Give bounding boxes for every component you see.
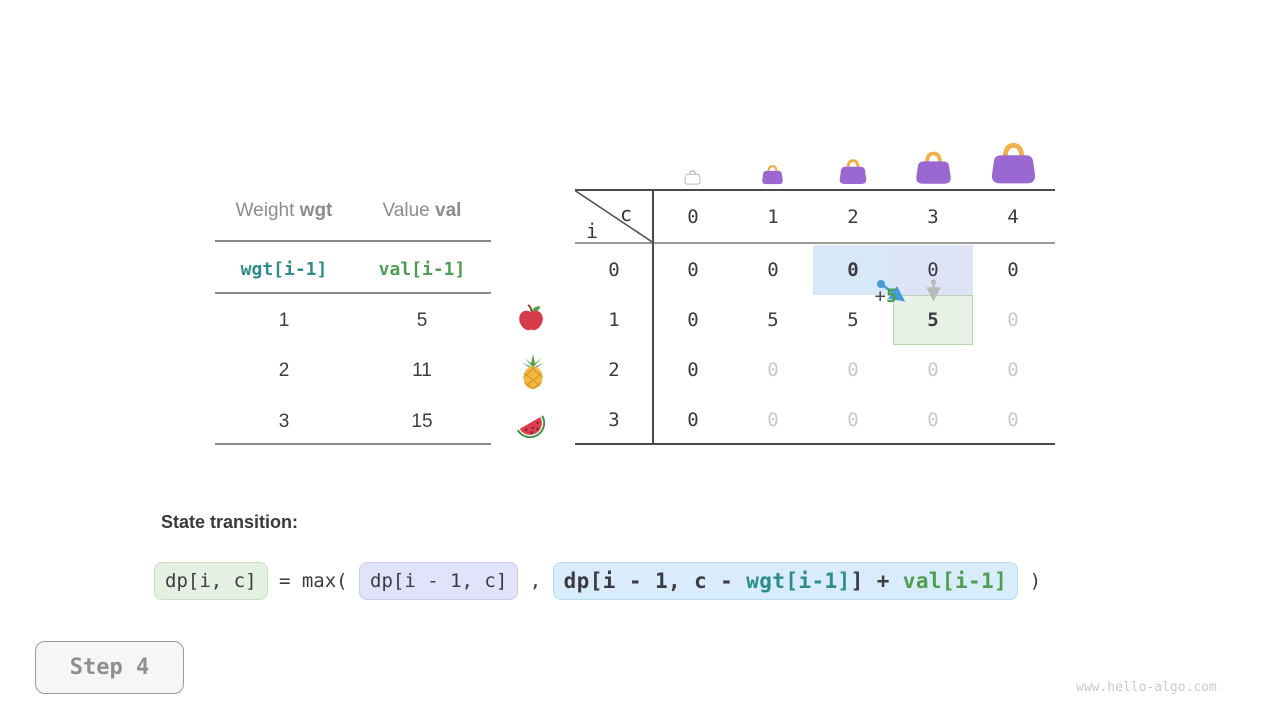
- dp-cell-2-3: 0: [927, 359, 939, 381]
- item1-value: 5: [416, 310, 428, 331]
- formula-option1-pill: dp[i - 1, c]: [359, 562, 519, 600]
- state-transition-heading: State transition:: [161, 512, 299, 532]
- dp-cell-1-2: 5: [847, 309, 859, 331]
- apple-icon: [519, 304, 543, 331]
- items-table-rule-top: [215, 240, 491, 242]
- value-header-label: Value: [382, 200, 436, 221]
- bag-empty-icon: [684, 170, 701, 185]
- items-table-rule-mid: [215, 292, 491, 294]
- dp-cell-3-4: 0: [1007, 409, 1019, 431]
- dp-cell-3-1: 0: [767, 409, 779, 431]
- col-header-2: 2: [847, 206, 859, 228]
- corner-row-label: i: [586, 219, 599, 243]
- watermark: www.hello-algo.com: [1076, 680, 1217, 695]
- state-transition-formula: dp[i, c] = max( dp[i - 1, c] , dp[i - 1,…: [154, 561, 1041, 601]
- bag-small-icon: [839, 159, 867, 184]
- dp-cell-3-0: 0: [687, 409, 699, 431]
- col-header-4: 4: [1007, 206, 1019, 228]
- weight-column-header: Weight wgt: [215, 200, 353, 222]
- dp-cell-grid: 0 0 0 0 0 0 5 5 5 0 0 0 0 0 0 0 0 0 0 0: [653, 245, 1053, 445]
- dp-cell-2-1: 0: [767, 359, 779, 381]
- dp-cell-1-4: 0: [1007, 309, 1019, 331]
- option2-wgt-term: wgt[i-1]: [746, 569, 851, 593]
- option2-prefix: dp[i - 1, c -: [563, 569, 747, 593]
- step-button[interactable]: Step 4: [35, 641, 184, 694]
- dp-cell-0-3: 0: [893, 245, 973, 295]
- dp-cell-1-0: 0: [687, 309, 699, 331]
- dp-table-rule-header: [575, 242, 1055, 244]
- item3-weight: 3: [278, 411, 290, 432]
- col-header-3: 3: [927, 206, 939, 228]
- corner-col-label: c: [620, 202, 633, 226]
- option2-val-term: val[i-1]: [902, 569, 1008, 593]
- dp-row-headers: 0 1 2 3: [575, 245, 653, 445]
- bag-tiny-icon: [762, 164, 783, 185]
- formula-equals-max: = max(: [267, 570, 360, 592]
- item2-value: 11: [412, 360, 432, 381]
- dp-cell-2-0: 0: [687, 359, 699, 381]
- dp-cell-0-4: 0: [1007, 259, 1019, 281]
- formula-comma: ,: [518, 570, 553, 592]
- col-header-0: 0: [687, 206, 699, 228]
- items-table-index-row: wgt[i-1] val[i-1]: [215, 259, 491, 280]
- row-header-0: 0: [608, 259, 620, 281]
- option2-bracket: ]: [850, 569, 864, 593]
- row-header-3: 3: [608, 409, 620, 431]
- dp-cell-3-3: 0: [927, 409, 939, 431]
- items-table-rule-bottom: [215, 443, 491, 445]
- wgt-index-expr: wgt[i-1]: [240, 259, 328, 280]
- add-value-annotation: +5: [875, 285, 898, 307]
- dp-cell-1-3: 5: [893, 295, 973, 345]
- dp-cell-2-2: 0: [847, 359, 859, 381]
- col-header-1: 1: [767, 206, 779, 228]
- bag-large-icon: [991, 142, 1036, 184]
- dp-cell-2-4: 0: [1007, 359, 1019, 381]
- dp-corner-diagonal: [575, 190, 653, 243]
- item3-value: 15: [411, 411, 433, 432]
- formula-lhs-pill: dp[i, c]: [154, 562, 268, 600]
- plus-sign: +: [874, 285, 886, 307]
- row-header-1: 1: [608, 309, 620, 331]
- formula-closing-paren: ): [1018, 570, 1042, 592]
- item-row-1: 1 5: [215, 310, 491, 332]
- value-column-header: Value val: [353, 200, 491, 222]
- val-index-expr: val[i-1]: [378, 259, 466, 280]
- dp-cell-3-2: 0: [847, 409, 859, 431]
- weight-header-label: Weight: [235, 200, 300, 221]
- formula-option2-pill: dp[i - 1, c - wgt[i-1]] + val[i-1]: [552, 562, 1019, 600]
- dp-col-headers: 0 1 2 3 4: [653, 192, 1053, 242]
- items-table-header: Weight wgt Value val: [215, 200, 491, 222]
- watermelon-icon: [516, 415, 546, 439]
- option2-plus: +: [863, 569, 903, 593]
- bag-medium-icon: [916, 151, 951, 184]
- value-header-code: val: [435, 200, 462, 221]
- item-row-2: 2 11: [215, 360, 491, 382]
- item-row-3: 3 15: [215, 411, 491, 433]
- step-button-label: Step 4: [69, 655, 150, 680]
- pineapple-icon: [521, 354, 545, 390]
- dp-cell-1-1: 5: [767, 309, 779, 331]
- item2-weight: 2: [278, 360, 290, 381]
- dp-cell-0-0: 0: [687, 259, 699, 281]
- dp-cell-0-1: 0: [767, 259, 779, 281]
- item1-weight: 1: [278, 310, 290, 331]
- weight-header-code: wgt: [299, 200, 333, 221]
- row-header-2: 2: [608, 359, 620, 381]
- dp-table-rule-vertical: [652, 189, 654, 445]
- dp-table-rule-bottom: [575, 443, 1055, 445]
- dp-table-rule-top: [575, 189, 1055, 191]
- added-value: 5: [886, 285, 898, 307]
